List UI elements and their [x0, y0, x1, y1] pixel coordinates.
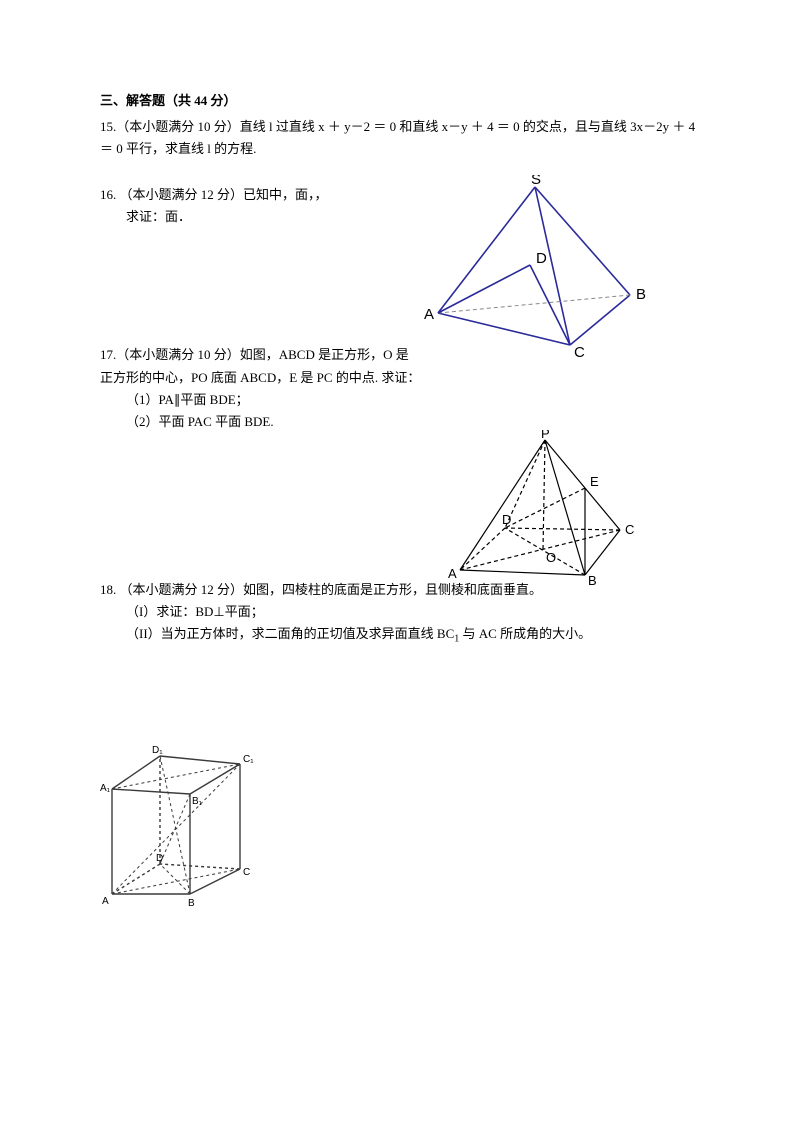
- svg-text:A: A: [102, 896, 109, 907]
- svg-text:D: D: [156, 853, 163, 864]
- svg-text:D: D: [502, 512, 511, 527]
- p18-s2: （II）当为正方体时，求二面角的正切值及求异面直线 BC1 与 AC 所成角的大…: [100, 623, 700, 648]
- problem-17: 17.（本小题满分 10 分）如图，ABCD 是正方形，O 是 正方形的中心，P…: [100, 344, 700, 432]
- svg-text:E: E: [590, 474, 599, 489]
- p17-s1: （1）PA∥平面 BDE；: [100, 389, 700, 411]
- figure-17: PABCDEO: [445, 430, 645, 595]
- p16-l1: 16. （本小题满分 12 分）已知中，面，，: [100, 184, 700, 206]
- svg-text:C: C: [243, 867, 250, 878]
- p17-l1: 17.（本小题满分 10 分）如图，ABCD 是正方形，O 是: [100, 344, 700, 366]
- svg-text:A: A: [424, 306, 434, 323]
- svg-text:B: B: [188, 898, 195, 909]
- problem-18: 18. （本小题满分 12 分）如图，四棱柱的底面是正方形，且侧棱和底面垂直。 …: [100, 579, 700, 648]
- svg-text:C₁: C₁: [243, 754, 254, 765]
- figure-18: A B C D A₁ B₁ C₁ D₁: [100, 734, 260, 914]
- p18-l1: 18. （本小题满分 12 分）如图，四棱柱的底面是正方形，且侧棱和底面垂直。: [100, 579, 700, 601]
- svg-text:A₁: A₁: [100, 783, 111, 794]
- svg-text:B₁: B₁: [192, 796, 203, 807]
- problem-15: 15.（本小题满分 10 分）直线 l 过直线 x ＋ y－2 ＝ 0 和直线 …: [100, 116, 700, 160]
- p17-s2: （2）平面 PAC 平面 BDE.: [100, 411, 700, 433]
- svg-text:C: C: [625, 522, 634, 537]
- p15-text: 15.（本小题满分 10 分）直线 l 过直线 x ＋ y－2 ＝ 0 和直线 …: [100, 119, 695, 156]
- p16-l2: 求证：面．: [100, 206, 700, 228]
- problem-16: 16. （本小题满分 12 分）已知中，面，， 求证：面．: [100, 184, 700, 228]
- svg-text:O: O: [546, 550, 556, 565]
- section-title: 三、解答题（共 44 分）: [100, 90, 700, 112]
- svg-text:D₁: D₁: [152, 745, 163, 756]
- p18-s1: （I）求证：BD⊥平面；: [100, 601, 700, 623]
- p17-l2: 正方形的中心，PO 底面 ABCD，E 是 PC 的中点. 求证：: [100, 367, 700, 389]
- svg-text:D: D: [536, 250, 547, 267]
- svg-text:B: B: [636, 286, 646, 303]
